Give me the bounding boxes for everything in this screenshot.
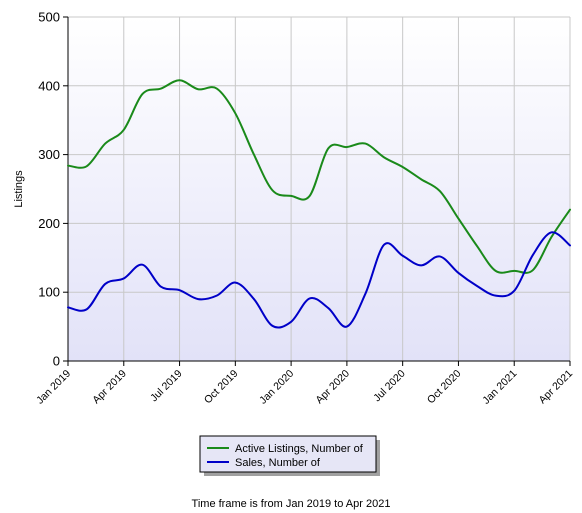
x-tick-label: Apr 2020	[313, 368, 352, 407]
series-line-sales	[67, 231, 571, 329]
x-tick-label: Oct 2020	[425, 368, 464, 407]
y-tick-label: 100	[38, 285, 60, 300]
x-tick-label: Apr 2019	[90, 368, 129, 407]
y-tick-label: 400	[38, 78, 60, 93]
y-tick-label: 500	[38, 10, 60, 25]
legend: Active Listings, Number of Sales, Number…	[199, 435, 380, 476]
legend-label-sales: Sales, Number of	[235, 457, 321, 469]
x-tick-labels: Jan 2019 Apr 2019 Jul 2019 Oct 2019 Jan 2020…	[34, 368, 575, 407]
legend-box	[199, 435, 377, 473]
x-tick-label: Jul 2020	[371, 368, 408, 405]
x-tick-label: Apr 2021	[536, 368, 575, 407]
y-tick-label: 300	[38, 147, 60, 162]
plot-area	[68, 17, 570, 361]
y-tick-label: 0	[53, 354, 60, 369]
axes	[63, 16, 571, 366]
x-tick-label: Jul 2019	[148, 368, 185, 405]
x-tick-label: Jan 2020	[257, 368, 296, 407]
x-tick-label: Oct 2019	[202, 368, 241, 407]
grid-lines	[67, 16, 571, 362]
y-axis-title: Listings	[13, 170, 25, 208]
x-tick-label: Jan 2019	[34, 368, 73, 407]
x-tick-label: Jan 2021	[480, 368, 519, 407]
series-lines	[67, 79, 571, 329]
y-tick-label: 200	[38, 216, 60, 231]
time-frame-note: Time frame is from Jan 2019 to Apr 2021	[191, 498, 391, 510]
y-tick-labels: 0 100 200 300 400 500	[38, 10, 60, 369]
legend-label-active-listings: Active Listings, Number of	[235, 443, 364, 455]
series-line-active-listings	[67, 79, 571, 274]
